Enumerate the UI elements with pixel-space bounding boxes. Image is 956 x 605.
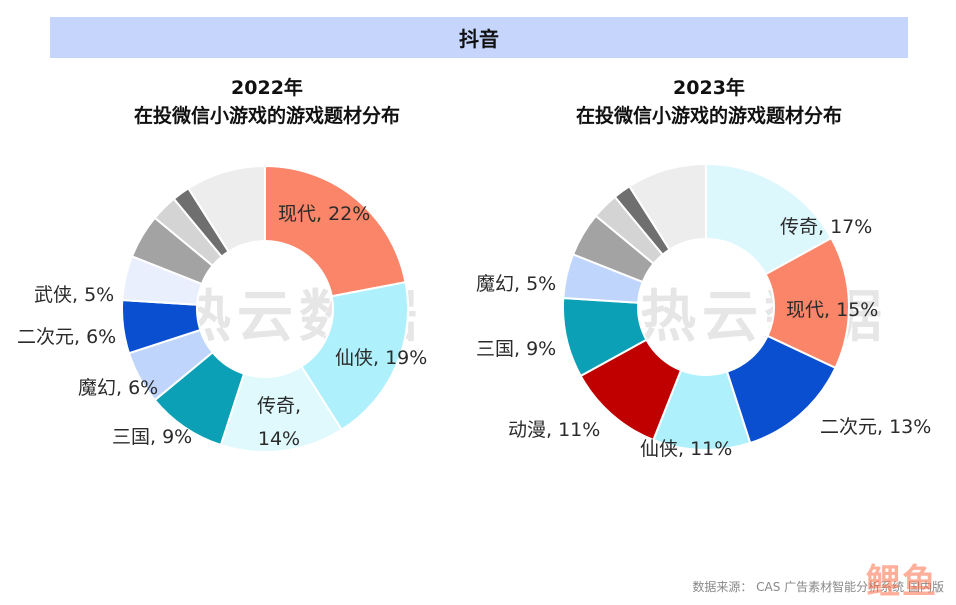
data-label-传奇: 传奇, 17% xyxy=(780,216,872,238)
brand-logo: 鲤鱼 xyxy=(866,562,938,602)
donut-slice-传奇 xyxy=(705,162,833,276)
data-label-魔幻: 魔幻, 6% xyxy=(78,377,158,399)
donut-slice-unlabeled xyxy=(627,162,707,251)
donut-slice-现代 xyxy=(264,164,407,298)
donut-slice-仙侠 xyxy=(300,281,409,432)
data-label-武侠: 武侠, 5% xyxy=(34,284,114,306)
data-label-魔幻: 魔幻, 5% xyxy=(476,273,556,295)
data-label-仙侠: 仙侠, 19% xyxy=(335,347,427,369)
data-label-现代: 现代, 15% xyxy=(786,299,878,321)
chart-title-2023-line2: 在投微信小游戏的游戏题材分布 xyxy=(575,105,842,127)
chart-title-2022: 2022年 在投微信小游戏的游戏题材分布 xyxy=(57,74,477,130)
donut-slice-unlabeled xyxy=(186,164,266,253)
chart-title-2023: 2023年 在投微信小游戏的游戏题材分布 xyxy=(499,74,919,130)
data-label-现代: 现代, 22% xyxy=(278,203,370,225)
data-label-动漫: 动漫, 11% xyxy=(508,419,600,441)
chart-title-2022-line1: 2022年 xyxy=(231,77,303,99)
data-label-传奇: 传奇, 14% xyxy=(257,395,301,450)
source-footer: 数据来源： CAS 广告素材智能分析系统 国内版 xyxy=(692,580,944,594)
header-bar: 抖音 xyxy=(50,17,908,58)
data-label-仙侠: 仙侠, 11% xyxy=(640,438,732,460)
chart-title-2023-line1: 2023年 xyxy=(673,77,745,99)
header-title: 抖音 xyxy=(459,27,499,51)
chart-title-2022-line2: 在投微信小游戏的游戏题材分布 xyxy=(133,105,400,127)
data-label-二次元: 二次元, 6% xyxy=(17,326,116,348)
data-label-三国: 三国, 9% xyxy=(476,338,556,360)
data-label-三国: 三国, 9% xyxy=(112,426,192,448)
data-label-二次元: 二次元, 13% xyxy=(820,416,931,438)
